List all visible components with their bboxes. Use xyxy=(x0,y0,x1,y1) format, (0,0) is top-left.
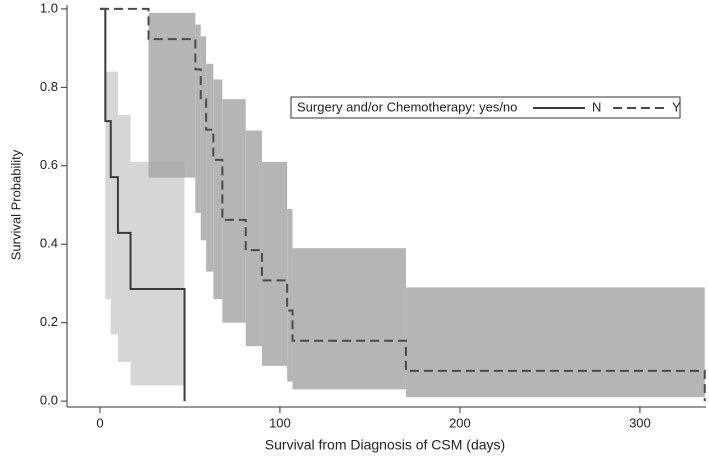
survival-curve xyxy=(99,7,186,402)
y-tick-label: 1.0 xyxy=(40,0,58,15)
legend-label: N xyxy=(592,99,601,114)
y-tick-label: 0.0 xyxy=(40,393,58,408)
confidence-band xyxy=(117,114,131,362)
confidence-band xyxy=(213,79,223,300)
y-axis-label: Survival Probability xyxy=(8,149,23,260)
legend-box xyxy=(290,96,681,119)
survival-curve xyxy=(99,7,706,402)
confidence-band xyxy=(110,71,118,335)
legend-label: Y xyxy=(672,99,681,114)
y-tick-label: 0.8 xyxy=(40,79,58,94)
confidence-band xyxy=(195,24,201,213)
confidence-band xyxy=(245,130,262,347)
confidence-band xyxy=(292,248,406,390)
confidence-band xyxy=(287,208,293,382)
y-tick-label: 0.2 xyxy=(40,314,58,329)
legend: Surgery and/or Chemotherapy: yes/no N Y xyxy=(290,96,681,119)
confidence-band xyxy=(105,71,111,300)
y-tick-label: 0.6 xyxy=(40,157,58,172)
confidence-band xyxy=(206,63,214,272)
confidence-band xyxy=(200,36,207,241)
confidence-band xyxy=(130,161,185,386)
x-axis-label: Survival from Diagnosis of CSM (days) xyxy=(265,437,505,453)
confidence-band xyxy=(148,12,196,178)
legend-title: Surgery and/or Chemotherapy: yes/no xyxy=(297,99,517,114)
y-tick-label: 0.4 xyxy=(40,236,58,251)
x-tick-label: 100 xyxy=(269,415,291,430)
x-tick-label: 300 xyxy=(629,415,651,430)
confidence-band xyxy=(222,99,246,323)
x-tick-label: 0 xyxy=(96,415,103,430)
confidence-band xyxy=(405,287,705,398)
x-tick-label: 200 xyxy=(449,415,471,430)
confidence-band xyxy=(261,161,288,366)
